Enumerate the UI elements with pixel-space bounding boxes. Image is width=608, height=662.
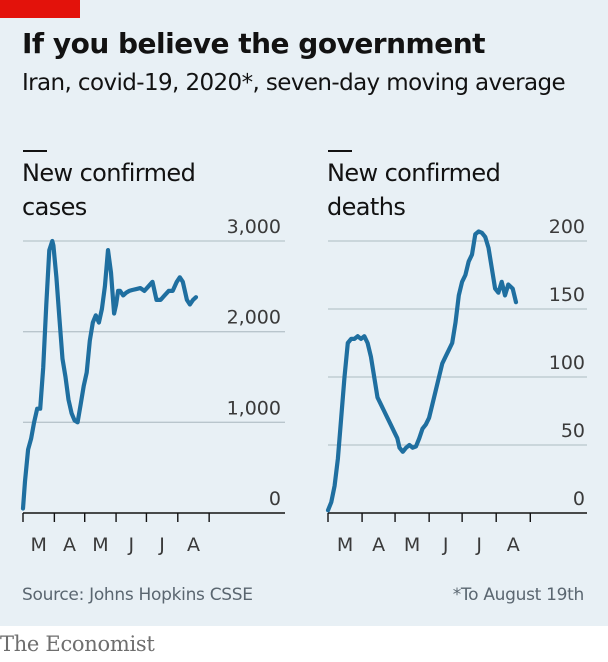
cases-x-tick-label: A — [187, 534, 200, 556]
cases-x-tick-label: J — [158, 534, 165, 556]
economist-logo-text: The Economist — [0, 632, 155, 656]
chart-headline: If you believe the government — [22, 27, 486, 60]
deaths-chart-title: New confirmed deaths — [327, 156, 577, 224]
brand-red-tag — [0, 0, 80, 18]
cases-y-tick-label: 1,000 — [227, 397, 281, 419]
deaths-y-tick-label: 200 — [549, 216, 585, 238]
cases-y-tick-label: 3,000 — [227, 216, 281, 238]
cases-series-line — [20, 238, 199, 511]
deaths-y-tick-label: 50 — [561, 420, 585, 442]
cases-y-tick-label: 2,000 — [227, 307, 281, 329]
deaths-x-tick-label: J — [475, 534, 482, 556]
deaths-x-tick-label: J — [442, 534, 449, 556]
deaths-y-tick-label: 0 — [573, 488, 585, 510]
cases-title-line-2: cases — [22, 193, 87, 221]
cases-title-line-1: New confirmed — [22, 159, 196, 187]
deaths-x-tick-label: A — [507, 534, 520, 556]
chart-subtitle: Iran, covid-19, 2020*, seven-day moving … — [22, 70, 566, 96]
cases-y-tick-label: 0 — [269, 488, 281, 510]
cases-x-tick-label: M — [30, 534, 46, 556]
cases-x-tick-label: A — [63, 534, 76, 556]
deaths-y-tick-label: 100 — [549, 352, 585, 374]
cases-chart-title: New confirmed cases — [22, 156, 272, 224]
deaths-y-tick-label: 150 — [549, 284, 585, 306]
footnote: *To August 19th — [452, 585, 585, 605]
deaths-x-tick-label: M — [404, 534, 420, 556]
cases-x-tick-label: M — [92, 534, 108, 556]
deaths-x-tick-label: M — [337, 534, 353, 556]
deaths-title-line-2: deaths — [327, 193, 406, 221]
deaths-title-line-1: New confirmed — [327, 159, 501, 187]
cases-title-rule — [23, 150, 47, 152]
deaths-x-tick-label: A — [372, 534, 385, 556]
cases-x-tick-label: J — [127, 534, 134, 556]
source-note: Source: Johns Hopkins CSSE — [22, 585, 253, 605]
deaths-series-line — [325, 229, 519, 513]
deaths-title-rule — [328, 150, 352, 152]
